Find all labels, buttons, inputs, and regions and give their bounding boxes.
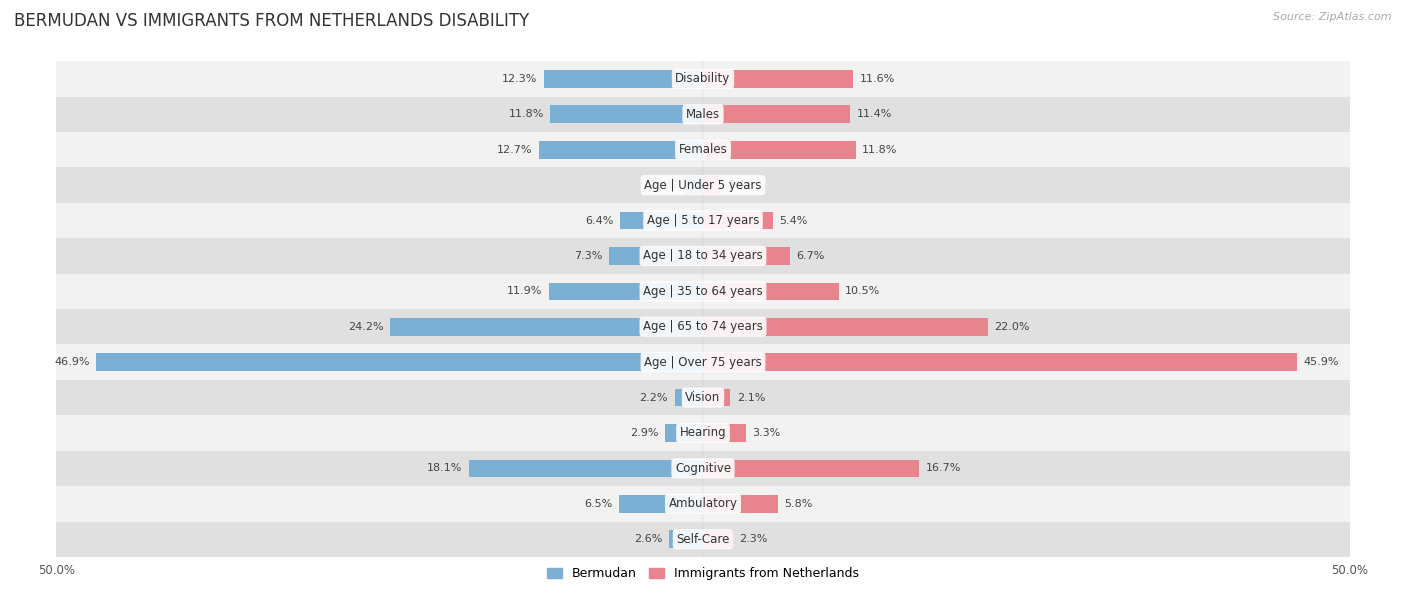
Bar <box>550 283 703 300</box>
Bar <box>703 105 851 123</box>
Text: 10.5%: 10.5% <box>845 286 880 296</box>
Bar <box>675 389 703 406</box>
Text: BERMUDAN VS IMMIGRANTS FROM NETHERLANDS DISABILITY: BERMUDAN VS IMMIGRANTS FROM NETHERLANDS … <box>14 12 529 30</box>
Text: 7.3%: 7.3% <box>574 251 602 261</box>
Bar <box>56 61 1350 97</box>
Bar <box>685 176 703 194</box>
Text: 16.7%: 16.7% <box>925 463 960 474</box>
Text: 1.4%: 1.4% <box>727 180 756 190</box>
Bar <box>703 460 920 477</box>
Bar <box>669 531 703 548</box>
Bar <box>56 309 1350 345</box>
Bar <box>56 274 1350 309</box>
Bar <box>56 168 1350 203</box>
Bar <box>389 318 703 335</box>
Text: Age | 35 to 64 years: Age | 35 to 64 years <box>643 285 763 298</box>
Text: 12.7%: 12.7% <box>496 144 533 155</box>
Text: 2.3%: 2.3% <box>740 534 768 544</box>
Text: 11.9%: 11.9% <box>508 286 543 296</box>
Text: 5.4%: 5.4% <box>779 215 807 226</box>
Text: Age | 18 to 34 years: Age | 18 to 34 years <box>643 250 763 263</box>
Bar <box>703 212 773 230</box>
Text: 1.4%: 1.4% <box>650 180 679 190</box>
Text: Cognitive: Cognitive <box>675 462 731 475</box>
Bar <box>703 424 745 442</box>
Bar <box>97 353 703 371</box>
Bar <box>56 486 1350 521</box>
Text: 22.0%: 22.0% <box>994 322 1029 332</box>
Text: Females: Females <box>679 143 727 156</box>
Bar <box>56 97 1350 132</box>
Text: Hearing: Hearing <box>679 427 727 439</box>
Text: Males: Males <box>686 108 720 121</box>
Bar <box>468 460 703 477</box>
Text: 45.9%: 45.9% <box>1303 357 1339 367</box>
Text: Disability: Disability <box>675 72 731 86</box>
Legend: Bermudan, Immigrants from Netherlands: Bermudan, Immigrants from Netherlands <box>541 562 865 585</box>
Bar <box>56 450 1350 486</box>
Text: 2.9%: 2.9% <box>630 428 659 438</box>
Text: Ambulatory: Ambulatory <box>668 498 738 510</box>
Bar <box>550 105 703 123</box>
Text: 11.6%: 11.6% <box>859 74 894 84</box>
Text: 18.1%: 18.1% <box>427 463 463 474</box>
Text: 6.7%: 6.7% <box>796 251 824 261</box>
Bar <box>538 141 703 159</box>
Bar <box>544 70 703 88</box>
Bar <box>703 70 853 88</box>
Text: 2.1%: 2.1% <box>737 392 765 403</box>
Bar <box>619 495 703 513</box>
Bar <box>56 380 1350 416</box>
Bar <box>56 203 1350 238</box>
Bar <box>56 132 1350 168</box>
Bar <box>703 389 730 406</box>
Text: 11.8%: 11.8% <box>509 110 544 119</box>
Text: Self-Care: Self-Care <box>676 532 730 546</box>
Bar <box>703 176 721 194</box>
Text: 46.9%: 46.9% <box>55 357 90 367</box>
Bar <box>56 238 1350 274</box>
Text: Age | Under 5 years: Age | Under 5 years <box>644 179 762 192</box>
Text: 3.3%: 3.3% <box>752 428 780 438</box>
Text: 24.2%: 24.2% <box>347 322 384 332</box>
Bar <box>703 495 778 513</box>
Bar <box>609 247 703 265</box>
Bar <box>703 141 856 159</box>
Bar <box>703 247 790 265</box>
Text: Age | 5 to 17 years: Age | 5 to 17 years <box>647 214 759 227</box>
Bar <box>703 531 733 548</box>
Text: 11.4%: 11.4% <box>856 110 893 119</box>
Bar <box>703 353 1296 371</box>
Bar <box>703 283 839 300</box>
Text: 5.8%: 5.8% <box>785 499 813 509</box>
Bar <box>56 416 1350 450</box>
Text: 2.2%: 2.2% <box>640 392 668 403</box>
Bar <box>665 424 703 442</box>
Text: 11.8%: 11.8% <box>862 144 897 155</box>
Text: 6.5%: 6.5% <box>585 499 613 509</box>
Text: Age | Over 75 years: Age | Over 75 years <box>644 356 762 368</box>
Text: 6.4%: 6.4% <box>585 215 614 226</box>
Bar <box>620 212 703 230</box>
Text: 2.6%: 2.6% <box>634 534 662 544</box>
Text: Source: ZipAtlas.com: Source: ZipAtlas.com <box>1274 12 1392 22</box>
Bar <box>703 318 987 335</box>
Text: Age | 65 to 74 years: Age | 65 to 74 years <box>643 320 763 334</box>
Bar <box>56 345 1350 380</box>
Text: Vision: Vision <box>685 391 721 404</box>
Bar <box>56 521 1350 557</box>
Text: 12.3%: 12.3% <box>502 74 537 84</box>
